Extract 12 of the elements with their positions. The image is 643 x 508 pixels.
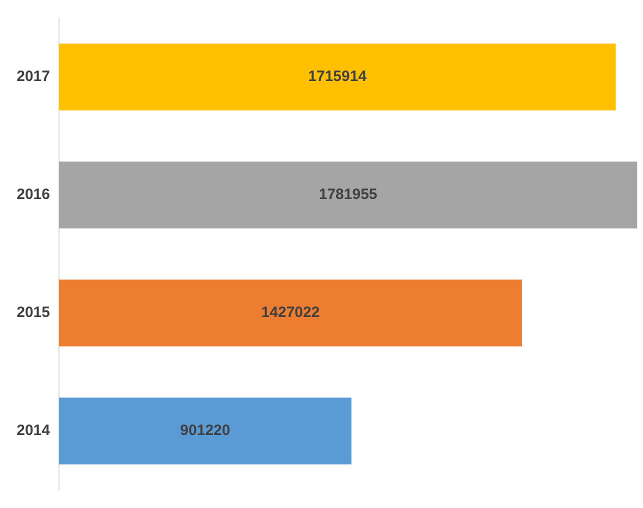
bar xyxy=(59,398,352,464)
data-label: 901220 xyxy=(180,422,230,440)
y-tick-label: 2014 xyxy=(16,422,51,440)
data-label: 1715914 xyxy=(308,68,368,86)
data-label: 1427022 xyxy=(261,304,320,322)
y-tick-label: 2017 xyxy=(16,68,50,86)
data-label: 1781955 xyxy=(318,186,378,204)
y-tick-label: 2016 xyxy=(16,186,50,204)
y-tick-label: 2015 xyxy=(16,304,50,322)
bar xyxy=(59,162,638,228)
bar xyxy=(59,44,616,110)
bar xyxy=(59,280,522,346)
